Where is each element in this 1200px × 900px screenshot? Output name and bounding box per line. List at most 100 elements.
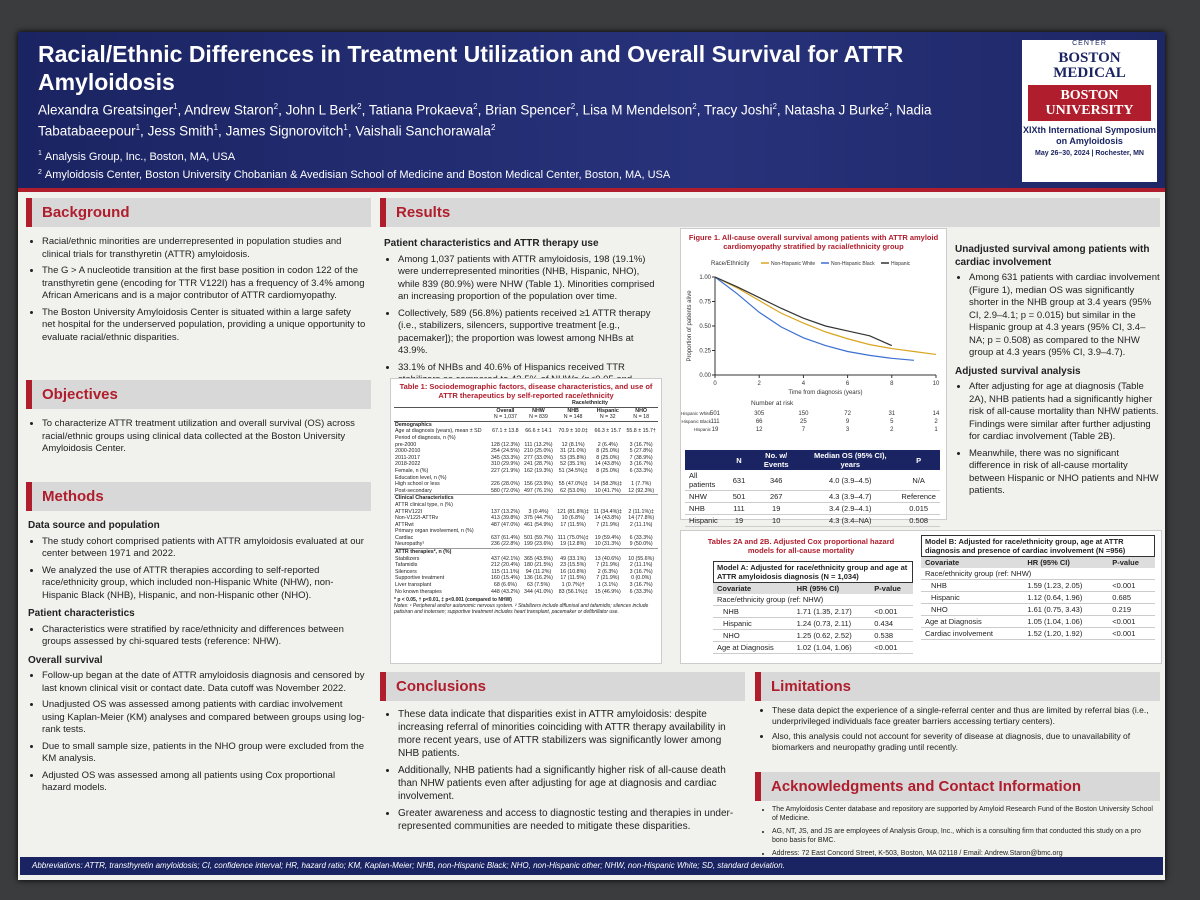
cell: 2 (11.1%)‡ — [628, 508, 654, 515]
risk-label: Non-Hispanic Black — [681, 419, 712, 424]
cell: <0.001 — [874, 643, 898, 652]
cell: 6 (33.3%) — [629, 588, 653, 595]
cell: 226 (28.0%) — [490, 481, 520, 488]
cell: N/A — [897, 470, 940, 491]
section-body: These data indicate that disparities exi… — [384, 706, 739, 837]
authors: Alexandra Greatsinger1, Andrew Staron2, … — [38, 98, 1018, 139]
cell: 17 (11.5%) — [560, 575, 586, 582]
bullet: We analyzed the use of ATTR therapies ac… — [42, 565, 366, 603]
header-cell: HR (95% CI) — [1027, 558, 1070, 567]
cell: 4.0 (3.9–4.5) — [803, 470, 898, 491]
risk-value: 150 — [798, 411, 809, 417]
bullet-list: After adjusting for age at diagnosis (Ta… — [955, 381, 1160, 498]
bullet: The study cohort comprised patients with… — [42, 536, 366, 561]
cell: 3.4 (2.9–4.1) — [803, 502, 898, 515]
cell: 2 (6.3%) — [597, 568, 618, 575]
row: 2000-2010 254 (24.5%) 210 (25.0%) 31 (21.0%… — [394, 448, 658, 455]
cell: 0.508 — [897, 514, 940, 527]
cell: 111 — [728, 502, 750, 515]
section-heading: Results — [380, 198, 1160, 227]
separator: , — [177, 102, 185, 118]
table-panel: Tables 2A and 2B. Adjusted Cox proportio… — [680, 530, 1162, 664]
cell: 115 (11.1%) — [491, 568, 520, 575]
row-label: Age at diagnosis (years), mean ± SD — [395, 428, 482, 435]
row: Race/ethnicity group (ref: NHW) — [713, 594, 913, 606]
table-title: Tables 2A and 2B. Adjusted Cox proportio… — [707, 537, 895, 555]
risk-value: 12 — [756, 427, 763, 433]
header-cell: Overall N = 1,037 — [488, 407, 522, 422]
section-body: The Amyloidosis Center database and repo… — [758, 803, 1156, 862]
author-name: Vaishali Sanchorawala — [355, 123, 491, 138]
cell: 345 (33.3%) — [490, 454, 520, 461]
header-cell: P-value — [874, 584, 901, 593]
cell: 1.25 (0.62, 2.52) — [796, 631, 852, 640]
row-label: High school or less — [395, 481, 440, 488]
row: Non-V122I-ATTRv 413 (39.8%) 375 (44.7%) 10 … — [394, 515, 658, 522]
cell: <0.001 — [1112, 581, 1136, 590]
header-row: Race/ethnicity — [394, 400, 658, 408]
row: Hispanic 19 10 4.3 (3.4–NA) 0.508 — [685, 514, 940, 527]
cell: Hispanic — [931, 593, 960, 602]
risk-value: 66 — [756, 419, 763, 425]
cell: 2 (11.1%) — [629, 562, 653, 569]
row-label: 2000-2010 — [395, 448, 421, 455]
risk-value: 501 — [710, 411, 721, 417]
cell: NHB — [931, 581, 947, 590]
section-heading: Background — [26, 198, 371, 227]
author-name: Andrew Staron — [184, 102, 274, 118]
column-n: N = 32 — [599, 414, 616, 421]
column-n: N = 1,037 — [493, 414, 517, 421]
cell: Age at Diagnosis — [925, 617, 982, 626]
cell: 637 (61.4%) — [490, 534, 520, 541]
model-title: Model A: Adjusted for race/ethnicity gro… — [713, 561, 913, 583]
header-cell: P-value — [1112, 558, 1139, 567]
group-heading: Demographics — [394, 420, 658, 429]
cell: Hispanic — [723, 619, 752, 628]
row: Period of diagnosis, n (%) — [394, 435, 658, 442]
separator: , — [888, 102, 897, 118]
risk-value: 1 — [934, 427, 938, 433]
cell: 3 (16.7%) — [629, 461, 653, 468]
cell: 10 (6.8%) — [561, 515, 585, 522]
bullet: Additionally, NHB patients had a signifi… — [398, 764, 739, 803]
cell: 267 — [749, 490, 804, 503]
cell: 254 (24.5%) — [490, 448, 520, 455]
row: All patients 631 346 4.0 (3.9–4.5) N/A — [685, 470, 940, 491]
table-panel: Table 1: Sociodemographic factors, disea… — [390, 378, 662, 664]
cell: 1 (0.7%)† — [561, 582, 585, 589]
separator: , — [140, 123, 148, 138]
row-label: Liver transplant — [395, 582, 432, 589]
header-cell: Covariate — [925, 558, 960, 567]
subheading: Overall survival — [28, 654, 103, 666]
cell: 3 (16.7%) — [629, 441, 653, 448]
cell: 3 (16.7%) — [629, 568, 653, 575]
cell: 12 (8.1%) — [561, 441, 585, 448]
x-tick-label: 10 — [933, 381, 940, 387]
model-title: Model B: Adjusted for race/ethnicity gro… — [921, 535, 1155, 557]
cell: 68 (6.6%) — [493, 582, 517, 589]
bullet: Among 1,037 patients with ATTR amyloidos… — [398, 254, 659, 304]
cell: 156 (23.9%) — [524, 481, 553, 488]
risk-label: Hispanic — [694, 427, 712, 432]
cell: 19 (12.8%) — [560, 541, 587, 548]
cell: 1.59 (1.23, 2.05) — [1027, 581, 1083, 590]
cell: 461 (54.9%) — [524, 521, 553, 528]
bullet: Due to small sample size, patients in th… — [42, 741, 366, 766]
logo-text: XIXth International Symposium on Amyloid… — [1022, 125, 1157, 146]
cell: 1.12 (0.64, 1.96) — [1027, 593, 1083, 602]
header-cell — [394, 400, 522, 408]
x-tick-label: 4 — [802, 381, 806, 387]
legend-label: Non-Hispanic Black — [831, 261, 875, 267]
subheading: Patient characteristics — [28, 608, 135, 619]
author-affiliation: 2 — [473, 102, 478, 111]
row-label: Female, n (%) — [395, 467, 429, 474]
cell: 70.9 ± 10.0‡ — [558, 428, 588, 435]
abbreviations: Abbreviations: ATTR, transthyretin amylo… — [20, 857, 1163, 875]
bullet: Also, this analysis could not account fo… — [772, 731, 1156, 753]
cell: 437 (42.1%) — [490, 555, 520, 562]
section-body: Unadjusted survival among patients with … — [955, 238, 1160, 502]
cell: 14 (43.8%) — [594, 461, 621, 468]
column-n: N = 148 — [563, 414, 583, 421]
row: ATTRV122I 137 (13.2%) 3 (0.4%) 121 (81.8%)‡… — [394, 509, 658, 516]
affiliation-number: 2 — [38, 168, 42, 176]
